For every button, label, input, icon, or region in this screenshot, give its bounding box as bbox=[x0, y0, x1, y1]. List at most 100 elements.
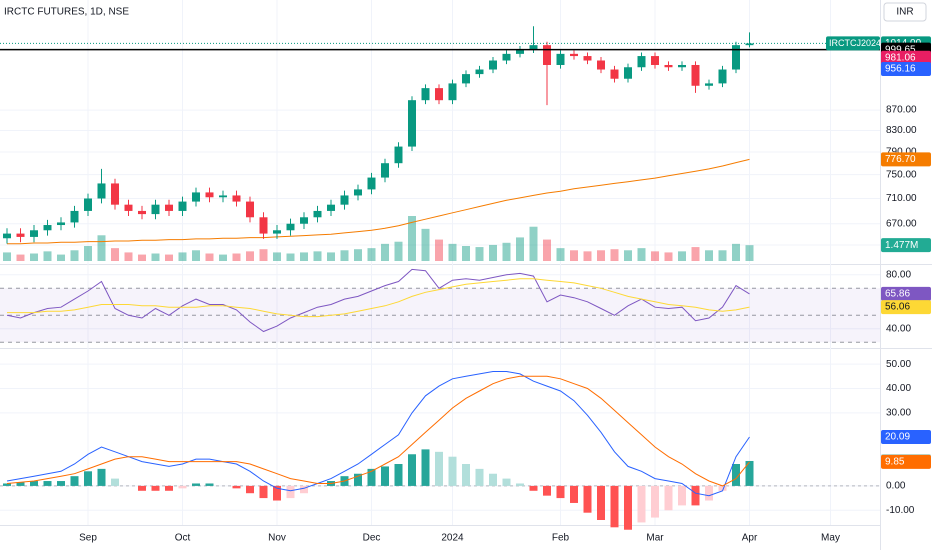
symbol-label: IRCTCJ2024 bbox=[829, 38, 881, 48]
candle-body bbox=[111, 183, 119, 205]
histogram-bar bbox=[232, 485, 241, 489]
y-tick-label: 830.00 bbox=[886, 125, 917, 136]
histogram-bar bbox=[192, 483, 200, 486]
volume-bar bbox=[300, 252, 308, 261]
volume-bar bbox=[205, 253, 214, 261]
candle-body bbox=[448, 83, 457, 101]
candle-body bbox=[624, 67, 632, 79]
candle-body bbox=[192, 192, 200, 202]
candle-body bbox=[232, 195, 241, 202]
histogram-bar bbox=[367, 468, 376, 486]
volume-bar bbox=[556, 248, 565, 261]
price-tag-label: 981.06 bbox=[885, 52, 916, 63]
histogram-bar bbox=[718, 485, 727, 491]
volume-bar bbox=[718, 250, 727, 261]
candle-body bbox=[651, 56, 659, 65]
histogram-bar bbox=[570, 485, 578, 503]
price-tag-label: 56.06 bbox=[885, 302, 910, 313]
histogram-bar bbox=[43, 481, 52, 486]
candle-body bbox=[97, 183, 106, 199]
candle-body bbox=[597, 60, 605, 70]
volume-bar bbox=[732, 243, 740, 261]
histogram-bar bbox=[381, 466, 389, 486]
price-tag bbox=[881, 454, 931, 469]
x-tick-label: 2024 bbox=[441, 533, 464, 544]
price-tag bbox=[881, 300, 931, 315]
histogram-bar bbox=[16, 482, 25, 486]
candle-body bbox=[151, 204, 160, 215]
volume-bar bbox=[529, 226, 538, 261]
y-tick-label: 80.00 bbox=[886, 269, 911, 280]
histogram-bar bbox=[97, 468, 106, 486]
candle-body bbox=[219, 195, 227, 198]
volume-bar bbox=[664, 252, 673, 261]
candle-body bbox=[246, 201, 254, 218]
volume-bar bbox=[232, 253, 241, 261]
candle-body bbox=[165, 204, 173, 211]
volume-bar bbox=[637, 248, 646, 261]
volume-bar bbox=[462, 246, 470, 261]
volume-bar bbox=[124, 252, 133, 261]
price-tag bbox=[881, 286, 931, 301]
candle-body bbox=[367, 177, 376, 190]
histogram-bar bbox=[151, 485, 160, 491]
x-tick-label: Mar bbox=[646, 533, 664, 544]
volume-bar bbox=[219, 254, 227, 261]
histogram-bar bbox=[111, 478, 119, 486]
currency-button[interactable] bbox=[883, 2, 927, 22]
currency-label[interactable]: INR bbox=[896, 7, 913, 18]
candle-body bbox=[16, 233, 25, 237]
moving-average-line bbox=[7, 158, 750, 245]
volume-bar bbox=[421, 228, 430, 261]
histogram-bar bbox=[732, 464, 740, 486]
histogram-bar bbox=[529, 485, 538, 491]
candle-body bbox=[745, 43, 754, 46]
histogram-bar bbox=[178, 485, 187, 489]
candle-body bbox=[502, 53, 511, 61]
histogram-bar bbox=[300, 485, 308, 494]
candle-body bbox=[543, 45, 551, 65]
price-tag bbox=[881, 238, 931, 253]
volume-bar bbox=[340, 250, 349, 261]
candle-body bbox=[570, 53, 578, 57]
volume-bar bbox=[165, 254, 173, 261]
volume-bar bbox=[151, 253, 160, 261]
volume-bar bbox=[111, 248, 119, 261]
y-tick-label: -10.00 bbox=[886, 505, 915, 516]
volume-bar bbox=[138, 254, 146, 261]
histogram-bar bbox=[30, 481, 38, 486]
price-tag-label: 956.16 bbox=[885, 64, 916, 75]
volume-bar bbox=[84, 246, 92, 261]
candle-body bbox=[475, 69, 484, 75]
candle-body bbox=[529, 45, 538, 50]
price-tag bbox=[881, 50, 931, 65]
volume-bar bbox=[448, 243, 457, 261]
candle-body bbox=[178, 201, 187, 211]
candle-body bbox=[327, 204, 335, 211]
y-tick-label: 40.00 bbox=[886, 323, 911, 334]
x-tick-label: May bbox=[821, 533, 840, 544]
histogram-bar bbox=[637, 485, 646, 523]
x-tick-label: Nov bbox=[268, 533, 286, 544]
volume-bar bbox=[313, 251, 322, 261]
symbol-tag bbox=[826, 36, 880, 51]
volume-bar bbox=[97, 235, 106, 261]
histogram-bar bbox=[3, 483, 11, 486]
candle-body bbox=[421, 88, 430, 101]
candle-body bbox=[678, 64, 686, 68]
histogram-bar bbox=[651, 485, 659, 518]
histogram-bar bbox=[705, 485, 713, 501]
price-tag-label: 999.65 bbox=[885, 44, 916, 55]
histogram-bar bbox=[502, 478, 511, 486]
volume-bar bbox=[691, 247, 700, 261]
volume-bar bbox=[489, 244, 497, 261]
volume-bar bbox=[16, 254, 25, 261]
volume-bar bbox=[286, 253, 295, 261]
histogram-bar bbox=[691, 485, 700, 506]
y-tick-label: 750.00 bbox=[886, 169, 917, 180]
candle-body bbox=[516, 49, 524, 54]
histogram-bar bbox=[205, 483, 214, 486]
histogram-bar bbox=[70, 476, 79, 486]
y-tick-label: 0.00 bbox=[886, 481, 906, 492]
volume-bar bbox=[610, 249, 619, 261]
